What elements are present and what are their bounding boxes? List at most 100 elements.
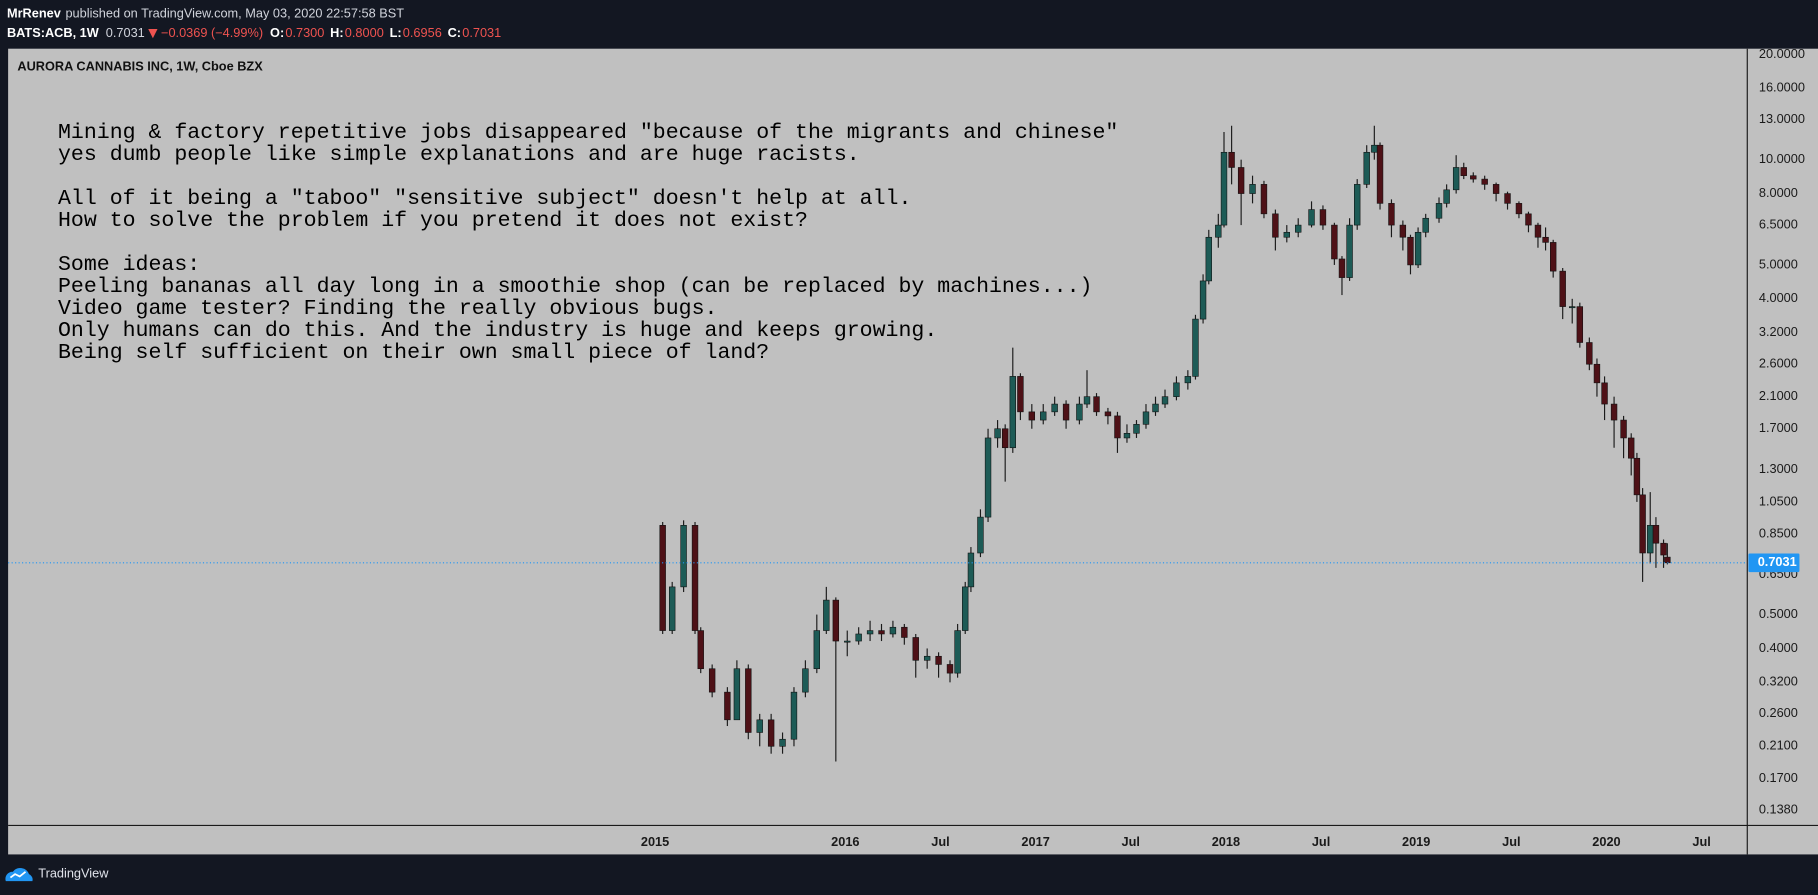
ohlc-value: 0.7031 bbox=[462, 25, 501, 40]
candle-body bbox=[832, 599, 840, 642]
candle-body bbox=[1215, 224, 1222, 238]
candle-body bbox=[1331, 224, 1338, 260]
candle-body bbox=[1363, 151, 1370, 185]
candle-body bbox=[1205, 236, 1212, 282]
y-tick-label: 0.1380 bbox=[1759, 801, 1798, 816]
y-tick-label: 5.0000 bbox=[1759, 256, 1798, 271]
candle-body bbox=[669, 586, 676, 631]
candle-body bbox=[1504, 193, 1511, 204]
ohlc-value: 0.8000 bbox=[345, 25, 384, 40]
tradingview-logo bbox=[5, 867, 33, 882]
candle-body bbox=[994, 428, 1001, 439]
candle-body bbox=[1569, 306, 1576, 309]
last-price: 0.7031 bbox=[106, 25, 145, 40]
last-price-box bbox=[1748, 553, 1800, 573]
candle-body bbox=[1639, 494, 1646, 554]
candle-body bbox=[1407, 236, 1414, 266]
candle-body bbox=[1028, 411, 1036, 421]
candle-body bbox=[1001, 428, 1009, 449]
candle-body bbox=[1664, 556, 1671, 564]
y-tick-label: 13.0000 bbox=[1759, 111, 1805, 126]
candle-body bbox=[823, 599, 830, 631]
candle-body bbox=[923, 655, 931, 661]
candle-body bbox=[1660, 542, 1667, 556]
candle-body bbox=[1062, 403, 1070, 421]
candle-body bbox=[1083, 396, 1091, 405]
x-tick-label: 2019 bbox=[1402, 834, 1430, 849]
candle-body bbox=[901, 626, 908, 638]
x-tick-label: 2018 bbox=[1212, 834, 1240, 849]
logo-line bbox=[9, 871, 27, 879]
candle-body bbox=[1319, 209, 1327, 226]
y-tick-label: 16.0000 bbox=[1759, 80, 1805, 95]
chart-title: AURORA CANNABIS INC, 1W, Cboe BZX bbox=[17, 59, 263, 74]
annotation-line: yes dumb people like simple explanations… bbox=[58, 143, 860, 167]
candle-body bbox=[1620, 419, 1627, 439]
candle-body bbox=[1647, 525, 1654, 554]
candle-body bbox=[1492, 184, 1500, 194]
x-tick-label: 2016 bbox=[831, 834, 859, 849]
candle-body bbox=[1460, 167, 1467, 176]
candle-body bbox=[697, 630, 704, 670]
candle-body bbox=[767, 719, 775, 747]
candle-body bbox=[889, 626, 897, 635]
x-tick-label: 2020 bbox=[1592, 834, 1620, 849]
candle-body bbox=[1338, 258, 1346, 278]
candle-body bbox=[802, 668, 809, 693]
candle-body bbox=[1601, 382, 1608, 405]
published-info: published on TradingView.com, May 03, 20… bbox=[65, 5, 404, 20]
candle-body bbox=[1354, 184, 1361, 226]
candle-body bbox=[1308, 209, 1315, 226]
candles bbox=[659, 125, 1671, 762]
candle-body bbox=[1051, 403, 1058, 413]
candle-body bbox=[1199, 280, 1207, 320]
candle-body bbox=[1610, 403, 1618, 421]
candle-body bbox=[1283, 231, 1290, 238]
annotation-line: Being self sufficient on their own small… bbox=[58, 341, 769, 365]
last-price-label: 0.7031 bbox=[1758, 554, 1797, 569]
x-tick-label: Jul bbox=[931, 834, 949, 849]
candle-body bbox=[1104, 411, 1112, 417]
candle-body bbox=[1173, 382, 1180, 397]
x-tick-label: Jul bbox=[1692, 834, 1710, 849]
candle-body bbox=[1142, 411, 1150, 425]
candle-body bbox=[1515, 203, 1523, 215]
candle-body bbox=[1652, 525, 1660, 544]
x-tick-label: Jul bbox=[1502, 834, 1520, 849]
candle-body bbox=[1435, 203, 1443, 219]
annotation-line: How to solve the problem if you pretend … bbox=[58, 209, 808, 233]
candle-body bbox=[1525, 213, 1532, 226]
candle-body bbox=[844, 640, 851, 643]
candle-body bbox=[1152, 403, 1159, 413]
candle-body bbox=[1192, 318, 1199, 377]
candle-body bbox=[790, 691, 798, 740]
candle-body bbox=[1399, 224, 1407, 238]
candle-body bbox=[779, 738, 786, 747]
candle-body bbox=[724, 691, 731, 721]
candle-body bbox=[866, 630, 874, 635]
candle-body bbox=[1371, 144, 1378, 153]
y-tick-label: 1.3000 bbox=[1759, 461, 1798, 476]
candle-body bbox=[1161, 396, 1169, 405]
candle-body bbox=[1628, 437, 1635, 459]
candle-body bbox=[946, 664, 954, 674]
annotation-line: All of it being a "taboo" "sensitive sub… bbox=[58, 187, 911, 211]
price-change: −0.0369 (−4.99%) bbox=[161, 25, 263, 40]
candle-body bbox=[1184, 376, 1192, 384]
symbol: BATS:ACB, 1W bbox=[7, 25, 100, 40]
ohlc-value: 0.6956 bbox=[403, 25, 442, 40]
candle-body bbox=[1017, 376, 1024, 413]
candle-body bbox=[855, 633, 862, 642]
ohlc-label: O: bbox=[270, 25, 284, 40]
annotation-line: Some ideas: bbox=[58, 253, 200, 277]
ohlc-label: C: bbox=[448, 25, 461, 40]
annotation-line: Video game tester? Finding the really ob… bbox=[58, 297, 717, 321]
candle-body bbox=[1123, 432, 1131, 439]
candle-body bbox=[756, 719, 763, 733]
candle-body bbox=[1249, 184, 1256, 194]
candle-body bbox=[878, 630, 885, 635]
candle-body bbox=[954, 630, 961, 674]
candle-body bbox=[1443, 189, 1450, 204]
